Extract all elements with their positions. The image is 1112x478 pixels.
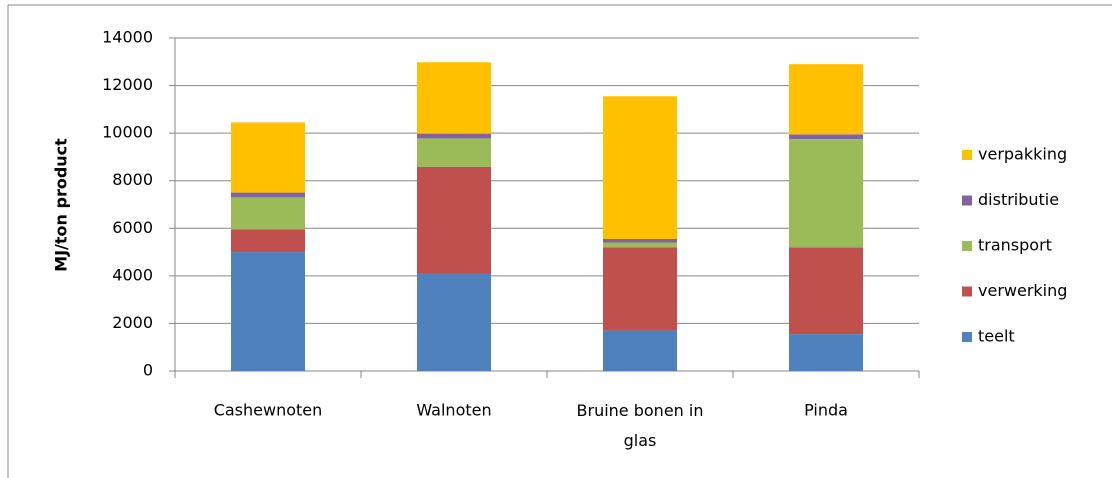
bar-segment	[231, 122, 305, 193]
bar-segment	[789, 334, 863, 371]
bar-segment	[417, 273, 491, 371]
bar-segment	[603, 330, 677, 371]
legend-swatch	[962, 332, 972, 342]
bar-segment	[231, 197, 305, 230]
bar-segment	[417, 166, 491, 274]
legend-label: teelt	[978, 327, 1015, 346]
bar-segment	[417, 138, 491, 167]
bar-segment	[231, 229, 305, 253]
y-tick-label: 4000	[112, 265, 153, 284]
legend-swatch	[962, 241, 972, 251]
x-tick-label: Bruine bonen in glas	[577, 401, 704, 450]
legend-swatch	[962, 195, 972, 206]
x-tick-label: Walnoten	[416, 401, 491, 420]
legend-label: verwerking	[978, 281, 1067, 300]
bar-segment	[417, 62, 491, 134]
legend-label: distributie	[978, 190, 1059, 209]
bar-segment	[231, 252, 305, 371]
bar-segment	[603, 247, 677, 331]
legend-label: transport	[978, 236, 1052, 255]
bar-segment	[789, 64, 863, 135]
bar-segment	[417, 133, 491, 139]
y-tick-label: 8000	[112, 170, 153, 189]
bar-segment	[789, 139, 863, 248]
y-tick-label: 10000	[102, 123, 153, 142]
y-tick-label: 12000	[102, 75, 153, 94]
x-tick-label: Cashewnoten	[214, 401, 323, 420]
y-axis-label: MJ/ton product	[52, 138, 71, 272]
bar-segment	[789, 247, 863, 335]
y-tick-label: 6000	[112, 218, 153, 237]
legend-swatch	[962, 150, 972, 160]
legend-label: verpakking	[978, 145, 1067, 164]
bar-segment	[603, 96, 677, 239]
bar-segment	[603, 242, 677, 248]
x-tick-label: Pinda	[804, 401, 848, 420]
bar-segment	[789, 134, 863, 140]
y-tick-label: 2000	[112, 313, 153, 332]
bar-segment	[603, 238, 677, 243]
y-tick-label: 0	[143, 361, 153, 380]
y-tick-label: 14000	[102, 28, 153, 47]
bar-segment	[231, 192, 305, 198]
legend-swatch	[962, 286, 972, 297]
